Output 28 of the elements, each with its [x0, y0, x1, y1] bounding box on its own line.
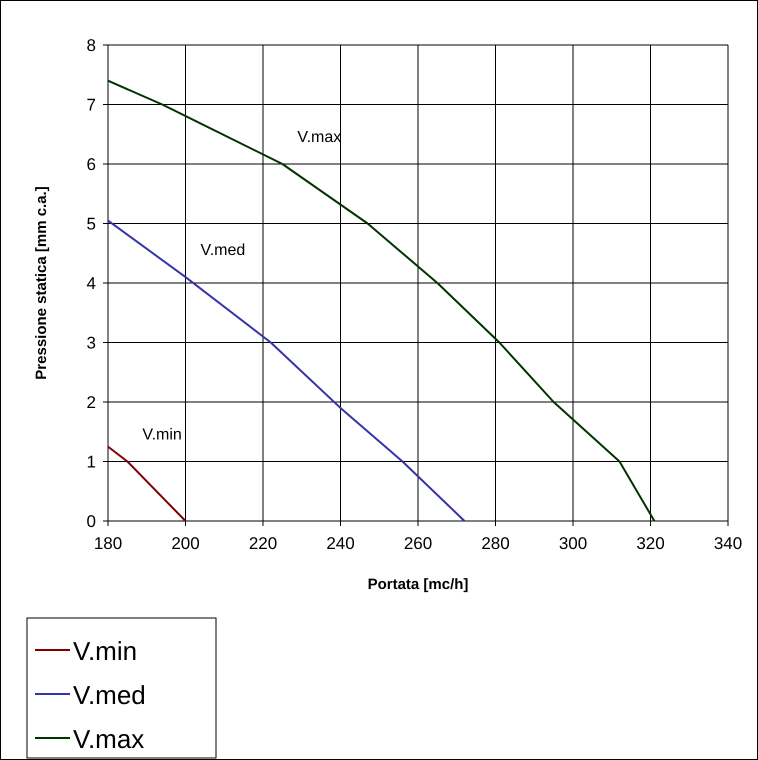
- y-tick-label: 8: [86, 36, 96, 55]
- y-tick-label: 0: [86, 512, 96, 531]
- line-series: [107, 220, 466, 522]
- y-tick-label: 2: [86, 393, 96, 412]
- x-tick-label: 220: [248, 534, 278, 553]
- x-tick-label: 280: [481, 534, 510, 553]
- y-tick-label: 4: [86, 274, 96, 293]
- x-tick-label: 320: [636, 534, 665, 553]
- x-tick-label: 180: [94, 534, 122, 553]
- x-tick-label: 300: [558, 534, 588, 553]
- x-tick-label: 340: [714, 534, 742, 553]
- legend-label: V.min: [73, 636, 138, 666]
- text: V.max: [297, 129, 342, 146]
- x-axis-title: Portata [mc/h]: [368, 576, 468, 593]
- x-tick-label: 200: [171, 534, 200, 553]
- legend-label: V.max: [73, 724, 144, 754]
- x-tick-label: 240: [326, 534, 355, 553]
- text: V.med: [200, 242, 246, 260]
- text: V.min: [142, 426, 182, 444]
- y-tick-label: 6: [86, 155, 96, 174]
- y-tick-label: 7: [86, 96, 96, 114]
- y-tick-label: 1: [86, 452, 96, 472]
- line-series: [107, 80, 656, 522]
- x-tick-label: 260: [404, 534, 432, 553]
- legend-label: V.med: [73, 680, 146, 710]
- y-tick-label: 3: [86, 334, 96, 352]
- y-tick-label: 5: [86, 214, 96, 234]
- y-axis-title: Pressione statica [mm c.a.]: [33, 186, 50, 380]
